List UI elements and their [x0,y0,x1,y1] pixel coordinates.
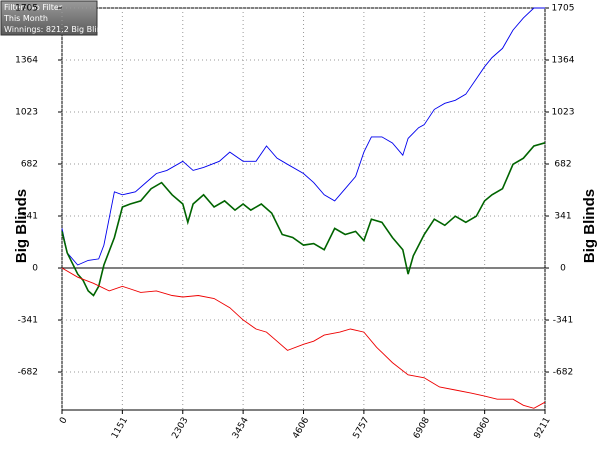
y2-axis-title: Big Blinds [581,189,598,263]
y-tick-label: 1364 [15,56,38,66]
x-tick-label: 1151 [110,416,130,441]
y2-tick-label: 682 [554,160,571,170]
y-tick-label: 1705 [15,4,38,14]
x-tick-label: 4606 [291,416,311,441]
y-axis-title: Big Blinds [13,189,30,263]
y-tick-label: 1023 [15,108,38,118]
x-tick-label: 0 [58,416,70,426]
y2-tick-label: 1364 [552,56,575,66]
y2-tick-label: 1705 [552,4,575,14]
series-line [61,267,546,409]
info-line: Filter: No Filter [4,3,63,12]
x-tick-label: 6908 [412,416,432,441]
y2-tick-label: 341 [554,212,571,222]
y-tick-label: 341 [21,212,38,222]
x-tick-label: 2303 [170,416,190,441]
info-line: Winnings: 821.2 Big Blinds [4,25,111,34]
info-line: This Month [3,14,48,23]
y2-tick-label: -682 [553,368,573,378]
series-line [61,7,545,266]
x-tick-label: 8060 [472,416,492,441]
y-tick-label: 682 [21,160,38,170]
info-box [0,0,98,36]
y2-tick-label: 1023 [552,108,575,118]
y2-tick-label: 0 [560,264,566,274]
x-tick-label: 5757 [352,416,372,441]
series-line [61,142,546,297]
y-tick-label: -341 [18,316,38,326]
y-tick-label: 0 [32,264,38,274]
y2-tick-label: -341 [553,316,573,326]
x-tick-label: 3454 [231,416,251,441]
x-tick-label: 9211 [533,416,553,441]
y-tick-label: -682 [18,368,38,378]
